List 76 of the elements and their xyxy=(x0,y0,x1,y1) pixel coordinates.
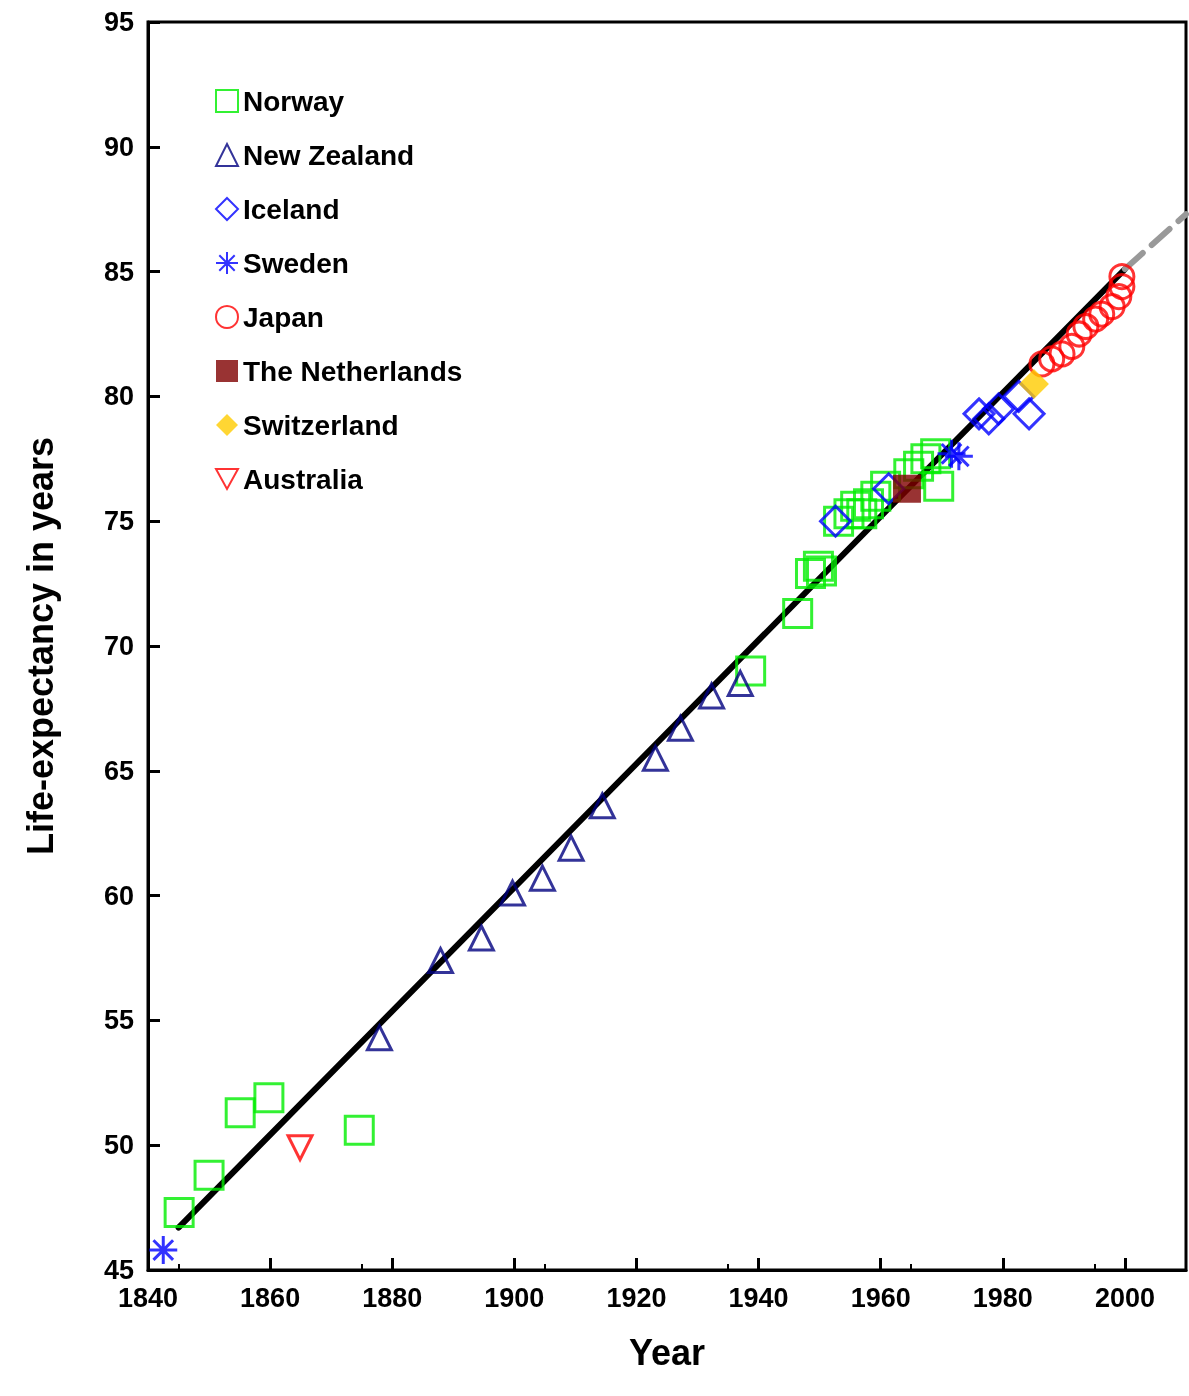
point xyxy=(1072,313,1100,341)
point xyxy=(840,490,872,522)
x-tick-label: 1840 xyxy=(117,1282,179,1313)
x-tick-label: 1980 xyxy=(972,1282,1033,1313)
y-tick-label: 55 xyxy=(103,1005,134,1036)
point xyxy=(1082,305,1110,333)
point xyxy=(1038,345,1066,373)
point xyxy=(1098,293,1126,321)
point xyxy=(726,669,754,697)
point xyxy=(833,498,865,530)
point xyxy=(1058,332,1086,360)
point xyxy=(1012,397,1046,431)
point xyxy=(426,947,454,974)
point xyxy=(1018,368,1049,399)
point xyxy=(163,1197,195,1229)
point xyxy=(1108,263,1136,291)
y-tick-label: 50 xyxy=(103,1130,134,1161)
y-tick-label: 65 xyxy=(103,755,134,786)
x-tick-label: 1900 xyxy=(484,1282,545,1313)
y-tick-label: 75 xyxy=(103,506,134,537)
legend-label: New Zealand xyxy=(243,139,415,171)
point xyxy=(943,440,975,472)
x-axis-title: Year xyxy=(628,1331,706,1373)
legend-label: The Netherlands xyxy=(243,355,463,387)
point xyxy=(1105,283,1133,311)
point xyxy=(794,558,826,590)
point xyxy=(860,480,892,512)
y-tick-label: 80 xyxy=(103,381,134,412)
point xyxy=(286,1134,314,1162)
point xyxy=(892,474,921,503)
legend-label: Sweden xyxy=(243,247,349,279)
point xyxy=(343,1114,375,1146)
point xyxy=(588,792,616,820)
point xyxy=(936,438,968,470)
y-tick-label: 95 xyxy=(103,7,134,37)
legend-label: Japan xyxy=(243,301,324,333)
point xyxy=(698,682,726,710)
legend-label: Norway xyxy=(243,85,345,117)
point xyxy=(923,470,955,502)
y-tick-label: 45 xyxy=(103,1255,134,1285)
x-tick-label: 1960 xyxy=(850,1282,911,1313)
point xyxy=(498,877,527,907)
legend-label: Switzerland xyxy=(243,409,399,441)
point xyxy=(782,598,814,630)
point xyxy=(557,834,585,862)
point xyxy=(224,1097,256,1129)
x-tick-label: 2000 xyxy=(1094,1282,1155,1313)
point xyxy=(982,392,1016,426)
y-tick-label: 60 xyxy=(103,880,134,911)
point xyxy=(1088,300,1116,328)
point xyxy=(1065,320,1093,348)
point xyxy=(147,1234,179,1266)
y-axis-title: Life-expectancy in years xyxy=(19,436,61,856)
x-tick-label: 1920 xyxy=(606,1282,667,1313)
point xyxy=(365,1024,393,1052)
point xyxy=(467,924,495,952)
point xyxy=(972,402,1006,436)
x-tick-label: 1940 xyxy=(728,1282,789,1313)
point xyxy=(1108,273,1136,301)
point xyxy=(193,1159,225,1191)
point xyxy=(1048,340,1076,368)
x-tick-label: 1880 xyxy=(362,1282,423,1313)
point xyxy=(910,443,942,475)
point xyxy=(253,1082,285,1114)
point xyxy=(641,744,669,772)
point xyxy=(846,498,878,530)
legend-label: Iceland xyxy=(243,193,340,225)
legend-label: Australia xyxy=(243,463,364,495)
point xyxy=(666,714,694,742)
y-tick-label: 85 xyxy=(103,256,134,287)
point xyxy=(528,864,556,892)
y-tick-label: 70 xyxy=(103,631,134,661)
point xyxy=(735,655,767,687)
x-tick-label: 1860 xyxy=(240,1282,301,1313)
y-tick-label: 90 xyxy=(103,131,134,162)
point xyxy=(962,397,996,431)
